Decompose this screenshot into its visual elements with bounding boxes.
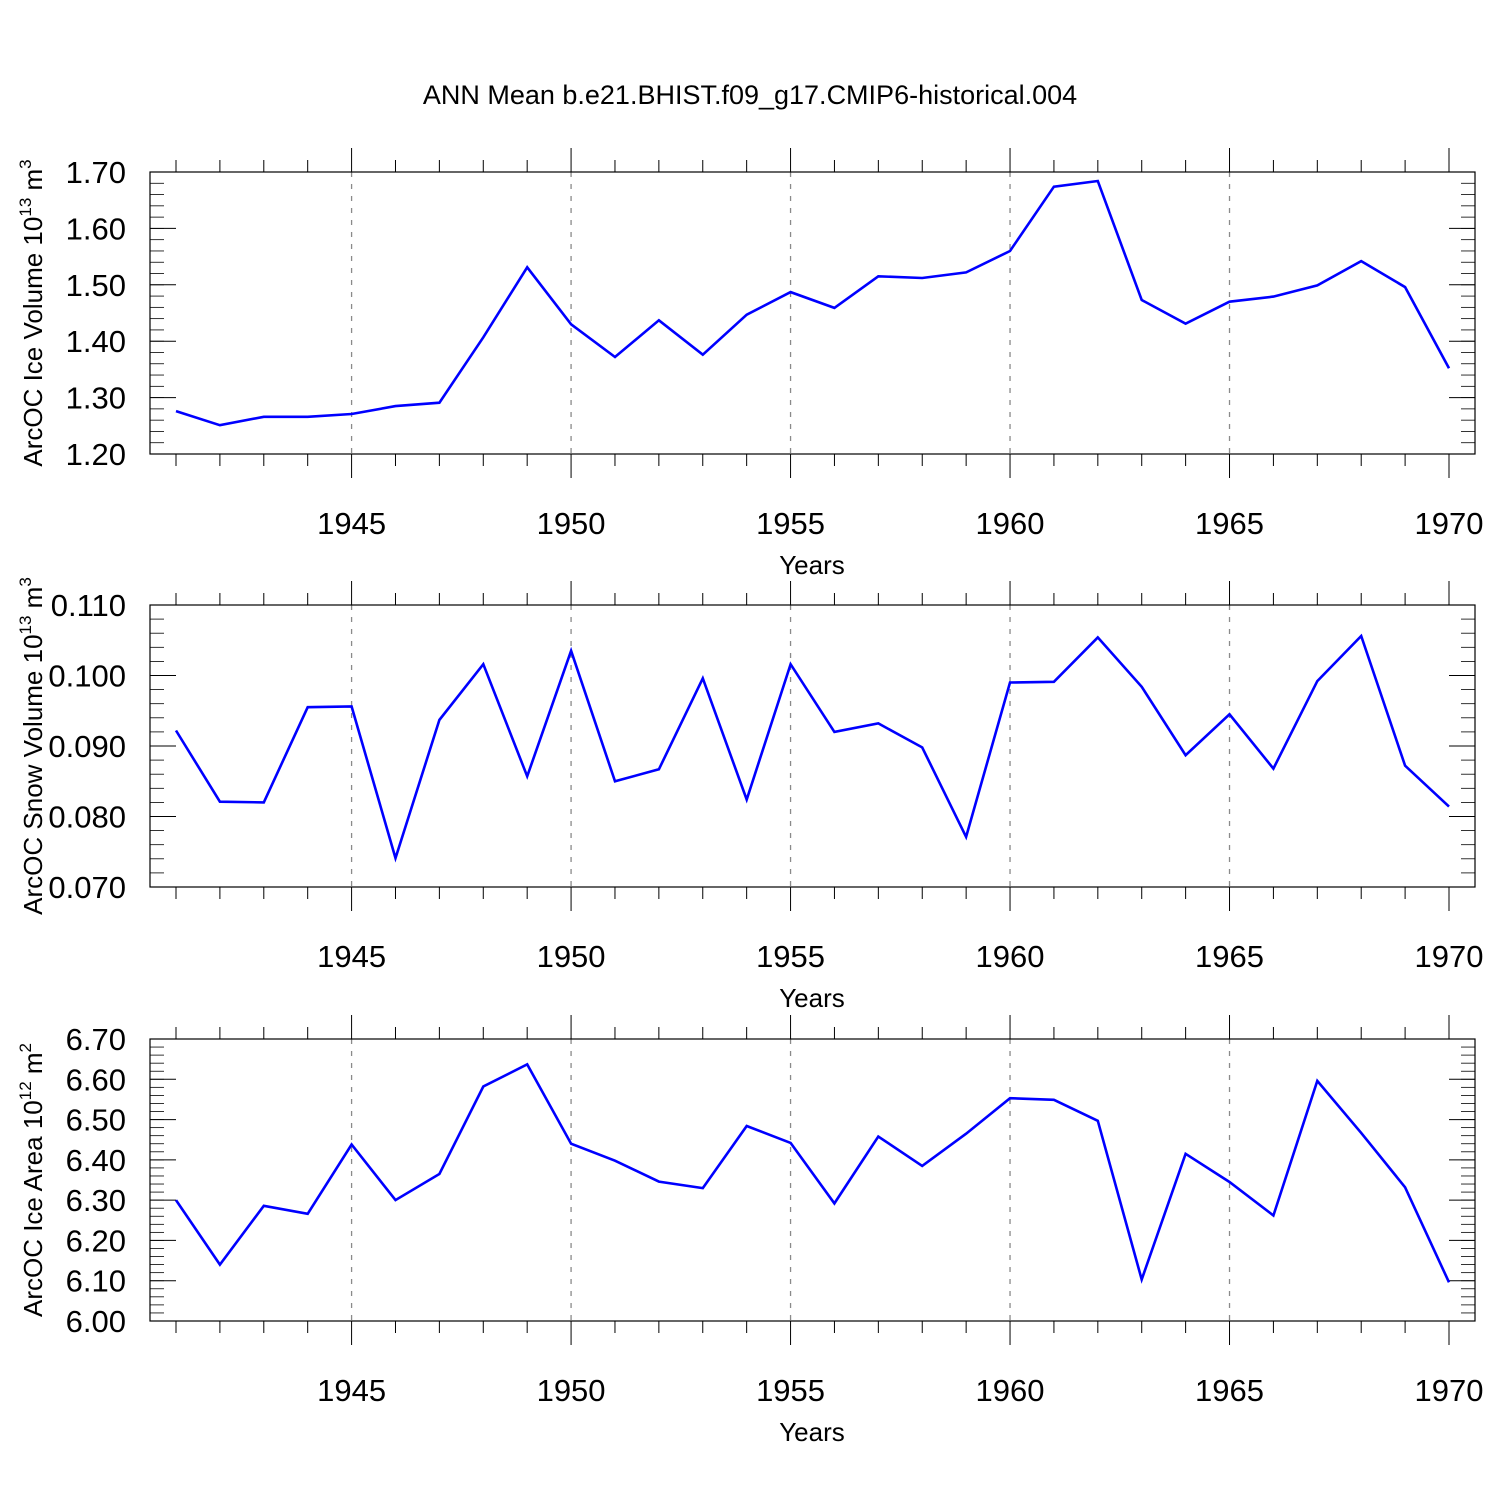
y-tick-label: 6.00 — [66, 1304, 126, 1339]
x-tick-label: 1970 — [1415, 1373, 1484, 1408]
x-tick-label: 1955 — [756, 506, 825, 541]
x-tick-label: 1945 — [317, 939, 386, 974]
y-tick-label: 1.40 — [66, 324, 126, 359]
x-tick-label: 1970 — [1415, 939, 1484, 974]
y-tick-label: 0.070 — [48, 870, 126, 905]
y-tick-label: 0.100 — [48, 659, 126, 694]
y-axis-label: ArcOC Ice Area 1012 m2 — [16, 1043, 48, 1317]
series-line — [174, 1062, 1451, 1284]
x-tick-label: 1960 — [976, 939, 1045, 974]
x-axis-label: Years — [779, 550, 845, 580]
y-tick-label: 6.30 — [66, 1183, 126, 1218]
y-axis-label: ArcOC Ice Volume 1013 m3 — [16, 159, 48, 466]
plot-frame — [149, 1038, 1476, 1322]
x-tick-label: 1955 — [756, 939, 825, 974]
y-tick-label: 6.50 — [66, 1103, 126, 1138]
chart-panels: 1945 1950 1955 1960 1965 1970 Years 1.20 1.30 1.4… — [16, 148, 1483, 1447]
panel-1: 1945 1950 1955 1960 1965 1970 Years 1.20 1.30 1.4… — [16, 148, 1483, 580]
y-tick-label: 6.60 — [66, 1062, 126, 1097]
x-tick-label: 1950 — [537, 939, 606, 974]
y-tick-label: 0.110 — [51, 588, 126, 623]
series-line — [174, 633, 1450, 863]
y-tick-label: 0.080 — [48, 800, 126, 835]
x-tick-label: 1965 — [1195, 1373, 1264, 1408]
y-tick-label: 6.10 — [66, 1264, 126, 1299]
y-tick-label: 0.090 — [48, 729, 126, 764]
y-tick-label: 6.20 — [66, 1223, 126, 1258]
panel-2: 1945 1950 1955 1960 1965 1970 Years 0.070 0.080 0… — [16, 577, 1483, 1013]
x-tick-label: 1970 — [1415, 506, 1484, 541]
x-tick-label: 1945 — [317, 506, 386, 541]
panel-3: 1945 1950 1955 1960 1965 1970 Years 6.00 6.10 6.2… — [16, 1015, 1483, 1447]
x-tick-label: 1960 — [976, 1373, 1045, 1408]
y-tick-label: 1.20 — [66, 437, 126, 472]
x-tick-label: 1965 — [1195, 939, 1264, 974]
y-tick-label: 1.60 — [66, 211, 126, 246]
x-tick-label: 1955 — [756, 1373, 825, 1408]
y-axis-label: ArcOC Snow Volume 1013 m3 — [16, 577, 48, 915]
series-line — [175, 179, 1451, 427]
y-tick-label: 1.50 — [66, 268, 126, 303]
chart-title: ANN Mean b.e21.BHIST.f09_g17.CMIP6-histo… — [423, 80, 1077, 110]
y-tick-label: 6.70 — [66, 1022, 126, 1057]
x-axis-label: Years — [779, 983, 845, 1013]
x-tick-label: 1945 — [317, 1373, 386, 1408]
plot-frame — [149, 171, 1476, 455]
x-axis-label: Years — [779, 1417, 845, 1447]
x-tick-label: 1950 — [537, 1373, 606, 1408]
x-tick-label: 1960 — [976, 506, 1045, 541]
plot-frame — [149, 604, 1476, 888]
x-tick-label: 1965 — [1195, 506, 1264, 541]
y-tick-label: 1.70 — [66, 155, 126, 190]
x-tick-label: 1950 — [537, 506, 606, 541]
y-tick-label: 1.30 — [66, 381, 126, 416]
y-tick-label: 6.40 — [66, 1143, 126, 1178]
